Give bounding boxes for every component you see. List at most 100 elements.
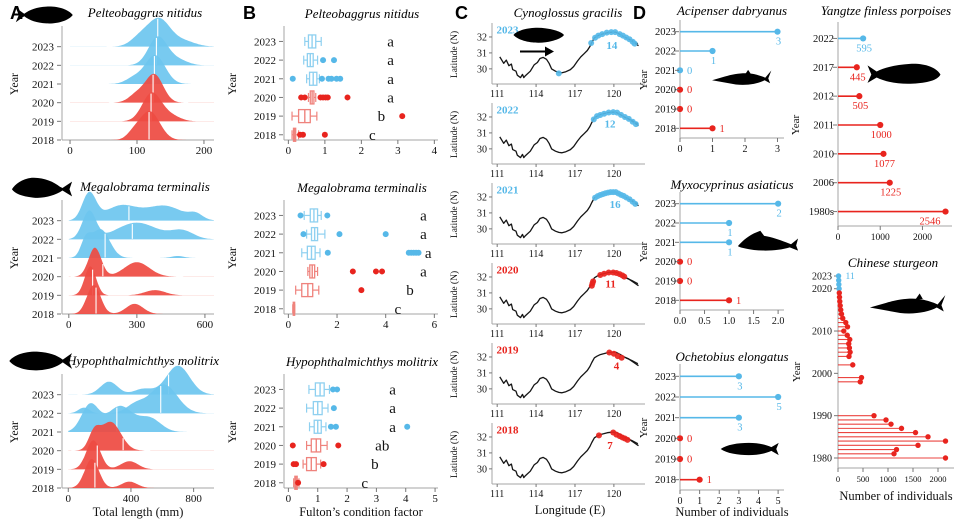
box-row-2021: a: [289, 71, 394, 88]
lollipop-chart-acipenser: 0 1 2 3 Year 3 2023 1 2022 0 2021 0 2020 0 2019 1 2018: [640, 20, 784, 155]
svg-text:2021: 2021: [655, 238, 676, 249]
svg-text:120: 120: [606, 249, 621, 260]
carp-icon: [9, 351, 73, 371]
svg-text:30: 30: [477, 304, 487, 315]
svg-text:200: 200: [196, 145, 213, 157]
lollipop-row-2020: 0: [676, 85, 692, 96]
svg-text:0: 0: [66, 319, 72, 331]
title-lollipop-acipenser: Acipenser dabryanus: [676, 3, 788, 18]
svg-text:Latitude (N): Latitude (N): [449, 191, 460, 238]
yangtze-river-line: [499, 431, 639, 479]
occurrence-dots-2023: [555, 29, 638, 77]
svg-text:111: 111: [490, 89, 504, 100]
ochetobius-icon: [720, 442, 779, 456]
svg-text:2021: 2021: [254, 74, 276, 86]
svg-text:a: a: [389, 420, 396, 436]
ridge-2023: [68, 191, 214, 221]
svg-text:2023: 2023: [254, 36, 277, 48]
lollipop-row-2021: 1: [680, 239, 733, 258]
svg-text:Year: Year: [225, 247, 239, 269]
svg-text:32: 32: [477, 352, 487, 363]
svg-text:1000: 1000: [871, 130, 892, 141]
svg-text:Year: Year: [7, 421, 21, 443]
river-map-2021: 111 114 117 120 30 31 32 Latitude (N) 2021 16: [449, 183, 645, 260]
svg-text:2018: 2018: [32, 309, 55, 321]
svg-text:120: 120: [606, 169, 621, 180]
svg-text:1: 1: [711, 56, 716, 67]
svg-text:31: 31: [477, 128, 487, 139]
svg-text:445: 445: [850, 72, 866, 83]
box-plot: 0 2 4 6 Year a 2023 a 2022 a 2021 a 2020 b 2019 c 2018: [225, 200, 438, 331]
lollipop-row-2022: 5: [680, 393, 782, 413]
svg-text:500: 500: [857, 474, 870, 484]
svg-text:0.5: 0.5: [698, 316, 711, 327]
svg-text:Latitude (N): Latitude (N): [449, 351, 460, 398]
svg-text:7: 7: [607, 440, 613, 452]
svg-text:2000: 2000: [812, 369, 832, 380]
svg-text:ab: ab: [375, 438, 389, 454]
svg-text:2023: 2023: [254, 210, 277, 222]
svg-text:4: 4: [756, 496, 761, 507]
svg-text:c: c: [361, 476, 368, 492]
svg-text:1: 1: [720, 124, 725, 135]
svg-text:114: 114: [529, 489, 544, 500]
svg-text:117: 117: [568, 329, 583, 340]
svg-text:2019: 2019: [32, 464, 55, 476]
svg-text:2023: 2023: [655, 27, 676, 38]
svg-text:Year: Year: [640, 70, 650, 91]
boxplot-chart-hypophthalmichthys: 0 1 2 3 4 5 Fulton’s condition factor Year a 2023…: [225, 374, 438, 519]
svg-text:2023: 2023: [32, 42, 55, 54]
box-plot: 0 1 2 3 4 Year a 2023 a 2022 a 2021 a 2020 b 2019 c 2018: [225, 26, 438, 157]
lollipop-row-2023: 3: [680, 28, 781, 48]
svg-text:111: 111: [490, 249, 504, 260]
svg-text:Latitude (N): Latitude (N): [449, 111, 460, 158]
svg-text:2018: 2018: [655, 475, 676, 486]
box-row-2020: a: [307, 264, 427, 280]
svg-text:2022: 2022: [254, 403, 276, 415]
svg-text:0: 0: [286, 145, 292, 157]
svg-text:3: 3: [374, 493, 380, 505]
ridge-2018: [68, 459, 215, 488]
svg-text:2021: 2021: [32, 79, 54, 91]
svg-text:2020: 2020: [812, 284, 832, 295]
lollipop-row-2023: 2: [680, 200, 782, 220]
svg-text:32: 32: [477, 32, 487, 43]
svg-text:Year: Year: [7, 247, 21, 269]
ridgeline-plot: 0 300 600 Year 2023 2022 2021 2020 2019 2018: [7, 191, 214, 331]
svg-text:2019: 2019: [254, 111, 277, 123]
svg-text:2546: 2546: [919, 217, 940, 228]
svg-text:114: 114: [529, 249, 544, 260]
occurrence-dots-2019: [606, 349, 625, 361]
svg-text:32: 32: [477, 192, 487, 203]
svg-text:117: 117: [568, 409, 583, 420]
svg-text:2019: 2019: [254, 285, 277, 297]
svg-text:0: 0: [836, 474, 840, 484]
panel-label-b: B: [243, 3, 256, 23]
ridgeline-chart-megalobrama: 0 300 600 Year 2023 2022 2021 2020 2019 2018: [7, 191, 214, 331]
title-ridge-hypophthalmichthys: Hypophthalmichthys molitrix: [66, 353, 219, 368]
svg-text:4: 4: [432, 145, 438, 157]
box-row-2018: c: [292, 301, 402, 318]
svg-text:4: 4: [403, 493, 409, 505]
right-arrow-icon: [520, 46, 554, 57]
svg-text:1990: 1990: [812, 411, 832, 422]
svg-text:1.0: 1.0: [723, 316, 736, 327]
longitude-axis-label: Longitude (E): [534, 503, 606, 517]
svg-text:117: 117: [568, 169, 583, 180]
svg-text:0.0: 0.0: [674, 316, 687, 327]
ridge-2019: [68, 440, 215, 470]
svg-text:111: 111: [490, 169, 504, 180]
svg-text:30: 30: [477, 64, 487, 75]
panel-label-c: C: [455, 3, 468, 23]
svg-text:117: 117: [568, 249, 583, 260]
svg-text:114: 114: [529, 169, 544, 180]
svg-text:2021: 2021: [497, 184, 519, 196]
svg-text:2023: 2023: [655, 199, 676, 210]
svg-text:2: 2: [334, 319, 340, 331]
box-row-2020: ab: [289, 438, 389, 454]
svg-text:3: 3: [736, 496, 741, 507]
ridge-2018: [70, 111, 214, 140]
svg-text:2: 2: [344, 493, 350, 505]
